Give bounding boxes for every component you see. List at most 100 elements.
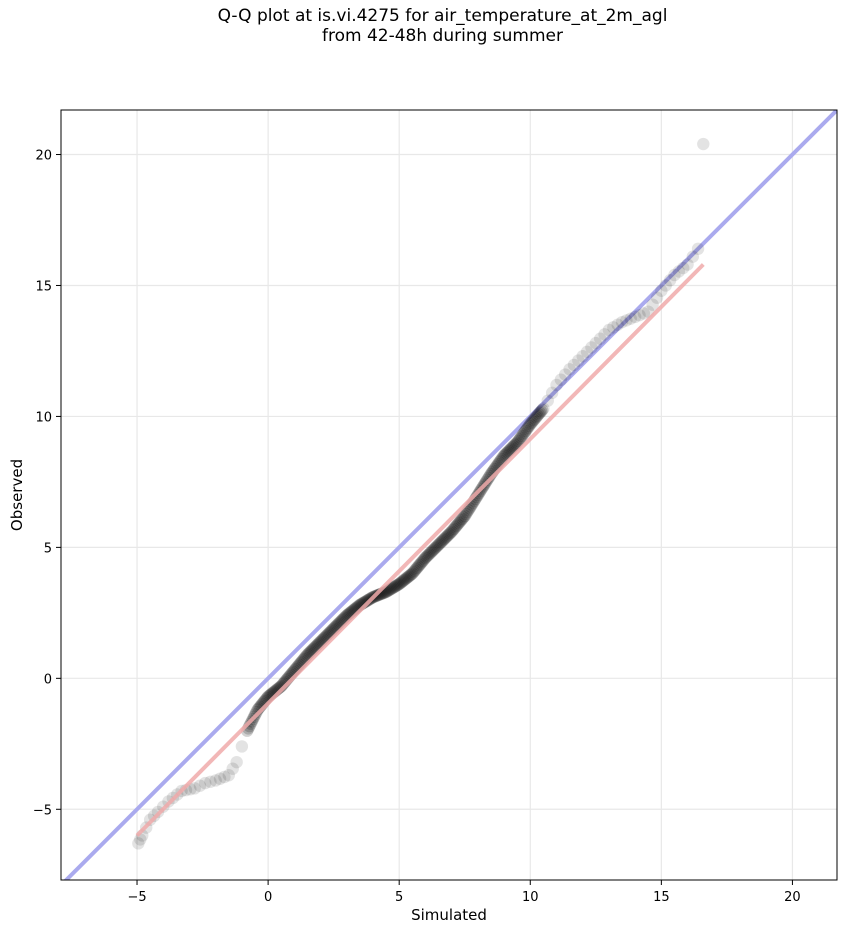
data-point [508, 438, 521, 452]
data-point [226, 762, 239, 775]
x-tick-label: 10 [522, 890, 539, 905]
data-point [204, 775, 217, 788]
data-point [134, 833, 147, 846]
data-point [526, 415, 539, 428]
data-point [509, 437, 523, 451]
data-point [426, 544, 439, 557]
fit-line [135, 263, 705, 837]
x-axis-label: Simulated [411, 906, 487, 924]
data-point [438, 532, 451, 546]
data-point [410, 561, 424, 575]
data-point [193, 779, 207, 792]
data-point [677, 261, 690, 275]
data-point [415, 555, 429, 569]
data-point [505, 442, 518, 455]
data-point [433, 537, 446, 550]
data-point [360, 594, 374, 607]
data-point [372, 588, 386, 601]
data-point [525, 416, 538, 430]
data-point [624, 312, 637, 325]
data-point [681, 258, 694, 271]
data-point [359, 595, 373, 608]
data-point [607, 321, 620, 334]
data-point [522, 419, 536, 433]
outlier-point [697, 137, 710, 151]
data-point [453, 515, 467, 528]
data-point [615, 315, 629, 329]
data-point [390, 579, 404, 592]
data-point [413, 558, 426, 572]
data-point [435, 534, 449, 548]
data-point [423, 546, 437, 560]
data-point [545, 386, 559, 400]
data-point [541, 394, 554, 407]
x-tick-label: 20 [784, 890, 801, 905]
data-point [567, 358, 581, 372]
data-point [554, 373, 568, 386]
data-point [559, 368, 572, 381]
data-point [394, 576, 407, 590]
data-point [501, 445, 514, 459]
data-point [409, 563, 423, 576]
data-point [530, 410, 543, 424]
data-point [510, 436, 524, 449]
data-point [598, 328, 611, 341]
data-point [512, 434, 525, 448]
data-point [420, 550, 433, 563]
data-point [385, 582, 399, 595]
data-point [450, 519, 463, 533]
data-point [441, 529, 455, 542]
data-point [482, 471, 495, 485]
data-point [521, 421, 535, 434]
data-point [188, 782, 201, 795]
data-point [506, 441, 519, 454]
data-point [550, 378, 563, 392]
data-point [401, 571, 414, 584]
data-point [500, 447, 513, 460]
data-point [637, 307, 651, 320]
data-point [459, 507, 473, 521]
data-point [397, 574, 411, 587]
data-point [429, 540, 443, 554]
chart-title: Q-Q plot at is.vi.4275 for air_temperatu… [0, 6, 845, 46]
data-point [503, 443, 517, 456]
data-point [518, 426, 531, 439]
data-point [528, 412, 542, 425]
data-point [213, 772, 227, 785]
y-tick-label: 0 [44, 672, 52, 687]
data-point [520, 423, 533, 436]
data-point [209, 774, 222, 787]
data-point [404, 568, 418, 581]
data-point [443, 527, 456, 541]
data-point [456, 512, 469, 526]
data-point [421, 549, 434, 562]
data-point [428, 542, 442, 555]
ticks: −5 0 5 10 15 20 −5 0 5 10 15 20 [33, 149, 801, 905]
data-point [628, 310, 642, 324]
data-point [235, 740, 249, 753]
data-point [403, 569, 417, 582]
data-point [672, 265, 686, 278]
fit-line-layer [135, 263, 705, 837]
data-point [668, 268, 681, 282]
data-point [534, 405, 548, 418]
data-point [496, 451, 510, 464]
points-layer [132, 137, 710, 850]
y-tick-label: 20 [35, 149, 52, 164]
data-point [655, 284, 668, 297]
x-tick-label: 5 [395, 890, 403, 905]
data-point [132, 837, 145, 850]
y-tick-label: 10 [35, 410, 52, 425]
data-point [499, 448, 512, 461]
data-point [527, 413, 541, 427]
data-point [400, 572, 413, 585]
data-point [457, 511, 470, 524]
data-point [418, 553, 431, 566]
data-point [222, 769, 235, 782]
data-point [451, 518, 464, 531]
data-point [444, 526, 457, 540]
data-point [533, 406, 546, 420]
data-point [659, 279, 672, 292]
data-point [663, 274, 677, 287]
data-point [198, 776, 212, 790]
